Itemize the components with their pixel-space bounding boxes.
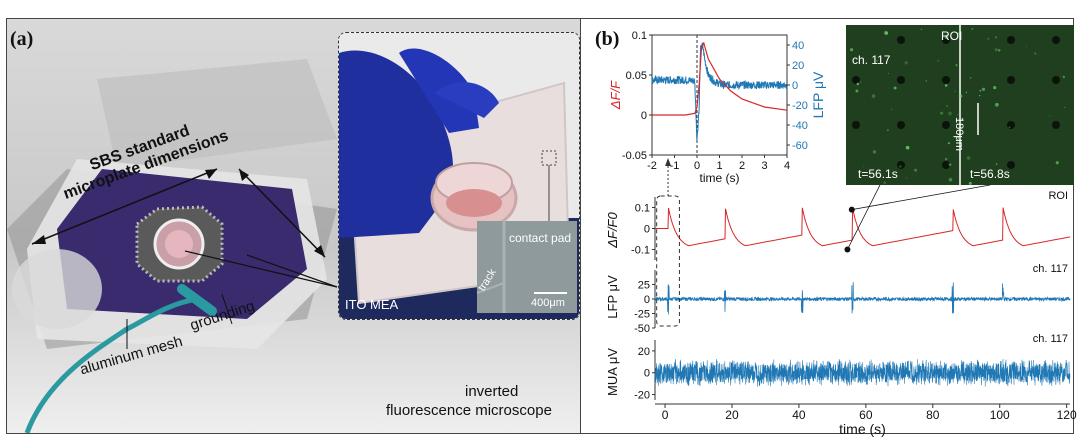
electrode-dot — [1007, 36, 1015, 44]
fluorescence-speck — [884, 31, 889, 35]
fluorescence-speck — [957, 32, 960, 35]
fluorescence-speck — [859, 81, 862, 83]
fluorescence-speck — [971, 27, 974, 30]
fluorescence-speck — [1064, 106, 1066, 108]
fluorescence-speck — [1034, 52, 1037, 55]
fluorescence-speck — [888, 73, 889, 75]
fluorescence-speck — [1062, 75, 1065, 79]
fluorescence-speck — [940, 111, 944, 115]
electrode-dot — [897, 36, 905, 44]
electrode-dot — [942, 76, 950, 84]
fluorescence-speck — [944, 84, 948, 87]
fluorescence-speck — [914, 168, 917, 172]
fluorescence-speck — [948, 163, 952, 167]
fluorescence-speck — [995, 102, 999, 107]
panel-a-label: (a) — [10, 28, 34, 50]
fluorescence-speck — [981, 87, 986, 91]
fluorescence-speck — [968, 181, 972, 185]
fluorescence-speck — [995, 163, 998, 165]
fluorescence-speck — [875, 59, 879, 62]
fluorescence-speck — [925, 80, 927, 82]
roi-image-label: ROI — [941, 29, 963, 43]
fluorescence-speck — [883, 181, 886, 184]
fluorescence-speck — [899, 165, 902, 168]
fluorescence-speck — [946, 105, 948, 107]
contact-pad-label: contact pad — [509, 231, 572, 245]
fluorescence-speck — [957, 135, 962, 140]
fluorescence-speck — [1008, 126, 1011, 129]
roi-image-svg — [846, 25, 1074, 185]
fluorescence-speck — [863, 165, 865, 167]
setup-illustration — [7, 59, 338, 433]
t-right-label: t=56.8s — [970, 167, 1010, 181]
fluorescence-speck — [1049, 115, 1051, 117]
electrode-dot — [1052, 36, 1060, 44]
fluorescence-speck — [1025, 46, 1027, 48]
electrode-dot — [852, 76, 860, 84]
electrode-dot — [897, 161, 905, 169]
fluorescence-speck — [979, 89, 982, 92]
fluorescence-speck — [994, 48, 998, 52]
fluorescence-speck — [987, 37, 990, 40]
fluorescence-speck — [966, 156, 971, 160]
ito-mea-photo — [339, 33, 579, 319]
ito-mea-inset: ITO MEA contact pad track 400μm — [338, 32, 580, 320]
fluorescence-speck — [954, 90, 956, 92]
fluorescence-speck — [871, 94, 876, 98]
electrode-dot — [942, 161, 950, 169]
fluorescence-speck — [957, 114, 959, 116]
fluorescence-speck — [883, 30, 886, 32]
fluorescence-speck — [965, 91, 968, 94]
electrode-dot — [897, 76, 905, 84]
scale-180-label: 180μm — [953, 117, 965, 151]
fluorescence-speck — [994, 36, 998, 39]
fluorescence-speck — [993, 86, 997, 90]
fluorescence-speck — [944, 35, 949, 40]
fluorescence-speck — [937, 59, 940, 62]
fluorescence-speck — [997, 49, 1001, 52]
fluorescence-speck — [887, 129, 889, 131]
fluorescence-speck — [979, 95, 981, 97]
electrode-dot — [942, 121, 950, 129]
fluorescence-speck — [947, 142, 950, 145]
fluorescence-speck — [970, 77, 972, 79]
electrode-dot — [1007, 121, 1015, 129]
fluorescence-speck — [920, 28, 922, 30]
electrode-dot — [1052, 76, 1060, 84]
fluorescence-speck — [955, 64, 958, 67]
fluorescence-speck — [948, 177, 953, 182]
fluorescence-speck — [958, 94, 963, 98]
electrode-dot — [897, 121, 905, 129]
fluorescence-speck — [856, 82, 859, 86]
fluorescence-speck — [905, 145, 910, 150]
panel-divider — [580, 19, 581, 433]
inverted-label: inverted — [465, 383, 519, 400]
fluorescence-speck — [850, 48, 854, 52]
electrode-dot — [852, 121, 860, 129]
figure-frame — [6, 18, 1074, 434]
fluorescence-speck — [872, 150, 877, 154]
panel-a-photo — [7, 19, 580, 433]
fluorescence-speck — [1055, 161, 1059, 165]
fluorescence-speck — [893, 86, 897, 90]
microscope-label: fluorescence microscope — [386, 402, 552, 419]
fluorescence-speck — [944, 157, 948, 161]
panel-b-label: (b) — [595, 28, 620, 50]
t-left-label: t=56.1s — [858, 167, 898, 181]
fluorescence-speck — [855, 89, 859, 93]
electrode-dot — [1007, 76, 1015, 84]
ch117-image-label: ch. 117 — [852, 53, 891, 67]
electrode-dot — [1052, 121, 1060, 129]
fluorescence-speck — [948, 111, 952, 116]
electrode-dot — [1007, 161, 1015, 169]
scale-400-label: 400μm — [531, 297, 565, 309]
fluorescence-speck — [890, 108, 893, 111]
fluorescence-speck — [904, 61, 908, 65]
roi-fluorescence-image: ROI ch. 117 180μm t=56.1s t=56.8s — [846, 25, 1074, 185]
ito-mea-label: ITO MEA — [345, 297, 399, 312]
fluorescence-speck — [906, 177, 908, 179]
